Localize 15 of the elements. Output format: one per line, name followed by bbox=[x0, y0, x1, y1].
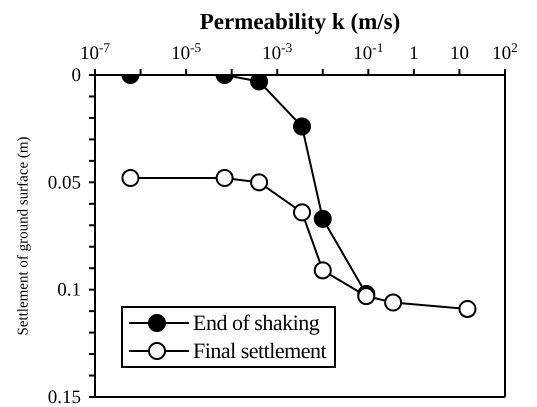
y-tick-label: 0.15 bbox=[48, 387, 81, 407]
x-axis-title: Permeability k (m/s) bbox=[200, 9, 400, 34]
legend-label: End of shaking bbox=[193, 310, 320, 336]
x-tick-label: 10$^{-7}$ bbox=[80, 40, 110, 64]
x-tick-label: 10$^{2}$ bbox=[492, 40, 518, 64]
x-tick-label: 10 bbox=[450, 43, 469, 64]
x-tick-label: 10$^{-5}$ bbox=[171, 40, 202, 64]
x-tick-label: 10$^{-3}$ bbox=[262, 40, 293, 64]
x-tick-label: 1 bbox=[409, 43, 419, 64]
y-axis-title: Settlement of ground surface (m) bbox=[15, 136, 32, 336]
y-tick-label: 0.05 bbox=[48, 172, 81, 194]
y-tick-label: 0.1 bbox=[57, 280, 81, 301]
y-tick-label: 0 bbox=[72, 65, 81, 86]
x-tick-label: 10$^{-1}$ bbox=[353, 40, 384, 64]
legend-label: Final settlement bbox=[193, 338, 326, 364]
